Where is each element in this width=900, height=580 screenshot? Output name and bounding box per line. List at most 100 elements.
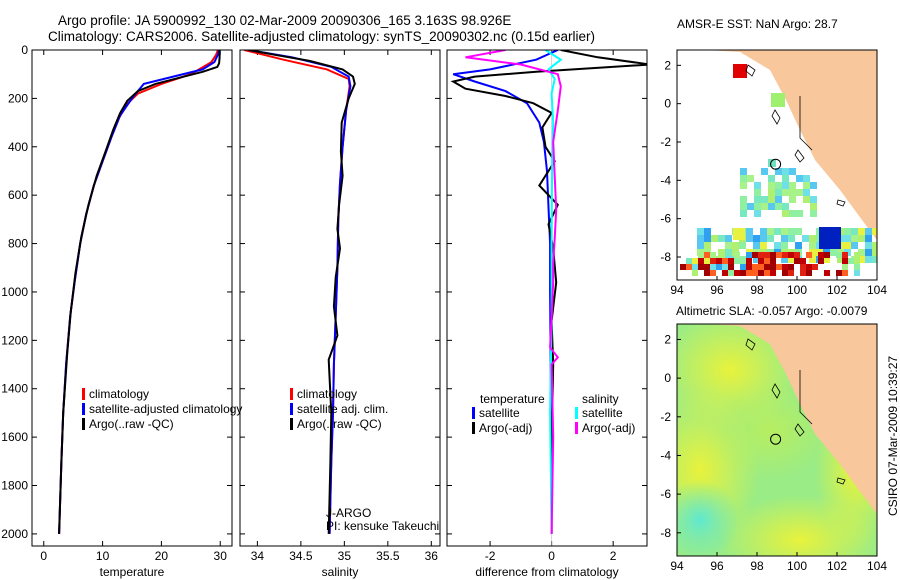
legend-swatch: [290, 418, 293, 430]
pi-annotation: J-ARGO: [326, 506, 371, 520]
sst-cell: [858, 256, 865, 263]
map-x-tick-label: 102: [827, 559, 847, 573]
map-x-tick-label: 98: [750, 283, 764, 297]
sst-cell: [740, 196, 747, 203]
sst-cell: [753, 235, 760, 242]
y-tick-label: 1000: [1, 285, 28, 299]
sst-cell: [842, 270, 848, 276]
sst-cell: [754, 182, 761, 189]
sst-cell: [686, 258, 692, 264]
x-tick-label: 34: [251, 549, 265, 563]
sst-cell: [774, 242, 781, 249]
sst-cell: [728, 258, 734, 264]
sst-cell: [776, 264, 782, 270]
sst-cell: [680, 264, 686, 270]
sst-cell: [858, 235, 865, 242]
sst-cell: [686, 264, 692, 270]
sst-cell: [692, 270, 698, 276]
plot-frame: [446, 49, 648, 547]
sst-cell: [809, 249, 816, 256]
map-x-tick-label: 100: [787, 283, 807, 297]
legend-label: satellite-adjusted climatology: [89, 402, 242, 416]
legend-swatch: [472, 422, 475, 434]
sst-cell: [789, 196, 796, 203]
sst-cell: [698, 258, 704, 264]
legend-swatch: [82, 388, 85, 400]
legend-label: satellite: [582, 406, 623, 420]
sst-cell: [836, 270, 842, 276]
sst-cell: [734, 258, 740, 264]
legend-title: salinity: [582, 392, 619, 406]
sst-cell: [789, 168, 796, 175]
sst-land-sumatra: [705, 50, 877, 240]
legend-swatch: [290, 403, 293, 415]
x-axis-label: difference from climatology: [475, 565, 618, 579]
sst-cell: [795, 228, 802, 235]
difference-panel: -2 0 2 difference from climatology temperatu…: [446, 49, 648, 579]
y-tick-label: 1600: [1, 430, 28, 444]
sst-cell: [704, 258, 710, 264]
sst-cell: [770, 252, 776, 258]
sst-cell: [698, 264, 704, 270]
map-y-tick-label: -8: [660, 250, 671, 264]
legend-label: Argo(..raw -QC): [89, 417, 174, 431]
y-tick-label: 600: [8, 188, 28, 202]
sst-cell: [770, 264, 776, 270]
sst-cell: [851, 242, 858, 249]
sst-cell: [775, 203, 782, 210]
legend-swatch: [82, 418, 85, 430]
sst-island-enggano: [836, 199, 846, 207]
map-y-tick-label: 2: [664, 58, 671, 72]
sst-cell: [865, 228, 872, 235]
sst-cell: [842, 252, 848, 258]
map-x-tick-label: 98: [750, 559, 764, 573]
sst-cell: [872, 249, 877, 256]
legend-label: satellite: [479, 406, 520, 420]
legend-label: climatology: [297, 387, 357, 401]
sst-cell: [754, 196, 761, 203]
sst-cell: [768, 189, 775, 196]
sst-cell: [794, 252, 800, 258]
legend-label: Argo(-adj): [582, 421, 635, 435]
plot-frame: [31, 49, 233, 547]
sst-cell: [725, 242, 732, 249]
legend-swatch: [575, 407, 578, 419]
sst-cell: [794, 258, 800, 264]
sst-cell: [781, 242, 788, 249]
sst-cell: [782, 203, 789, 210]
sst-map-title: AMSR-E SST: NaN Argo: 28.7: [677, 17, 838, 31]
pi-annotation: PI: kensuke Takeuchi: [326, 519, 439, 533]
map-y-tick-label: -6: [660, 487, 671, 501]
x-tick-label: -2: [485, 549, 496, 563]
plot-frame: [239, 49, 441, 547]
sst-cell: [733, 64, 747, 78]
sst-cell: [824, 270, 830, 276]
map-y-tick-label: 0: [664, 371, 671, 385]
sst-cell: [704, 235, 711, 242]
sst-land-malaysia: [800, 50, 830, 70]
sst-cell: [775, 168, 782, 175]
sst-cell: [704, 264, 710, 270]
sst-cell: [775, 189, 782, 196]
sst-cell: [810, 182, 817, 189]
sst-cell: [725, 249, 732, 256]
sst-cell: [865, 249, 872, 256]
sst-cell: [806, 264, 812, 270]
sst-cell: [753, 256, 760, 263]
sst-cell: [771, 93, 785, 107]
series-line-argo-raw-qc-: [58, 50, 221, 534]
sst-cell: [746, 252, 752, 258]
map-x-tick-label: 96: [710, 283, 724, 297]
sst-cell: [754, 210, 761, 217]
sla-map-title: Altimetric SLA: -0.057 Argo: -0.0079: [676, 304, 868, 318]
sst-argo-marker: [770, 158, 782, 170]
legend-swatch: [82, 403, 85, 415]
sst-cell: [854, 264, 860, 270]
sst-cell: [854, 258, 860, 264]
sla-map-ticks: 94 96 98 100 102 104 2 0 -2 -4 -6 -8: [660, 332, 887, 573]
sst-cell: [789, 210, 796, 217]
sst-cell: [775, 182, 782, 189]
x-tick-label: 0: [40, 549, 47, 563]
sst-coast-line: [799, 96, 813, 151]
sla-argo-marker: [770, 433, 782, 445]
